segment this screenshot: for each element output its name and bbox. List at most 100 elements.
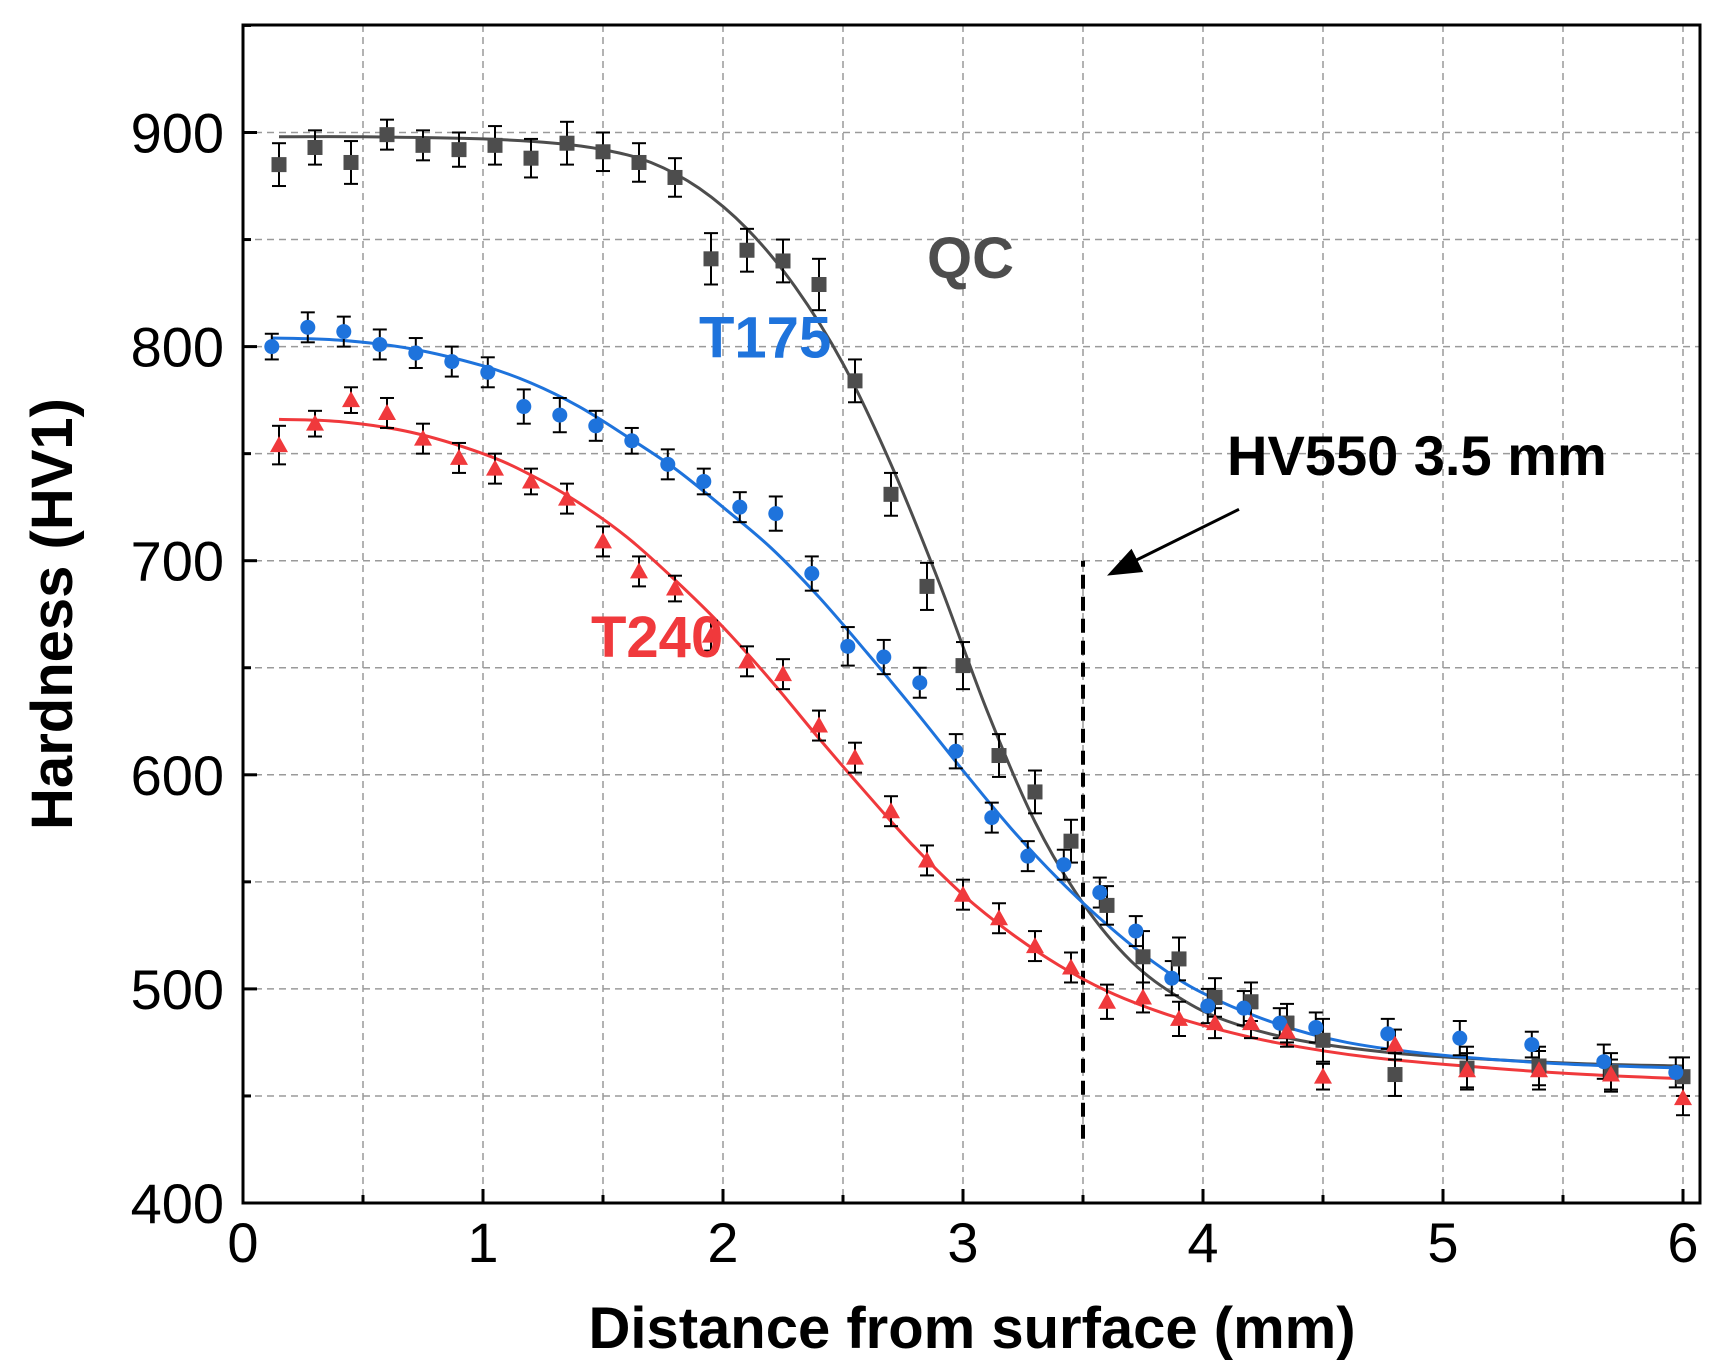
data-point-t240	[738, 652, 756, 669]
y-tick-label: 900	[131, 102, 224, 165]
data-point-t175	[948, 743, 964, 759]
data-point-t175	[1668, 1064, 1684, 1080]
data-point-t240	[306, 414, 324, 431]
fit-curve-qc	[278, 135, 1684, 1068]
data-point-qc	[379, 127, 395, 143]
data-point-t240	[1386, 1035, 1404, 1052]
data-point-t175	[768, 506, 784, 522]
data-point-t240	[486, 459, 504, 476]
data-point-t240	[1602, 1065, 1620, 1082]
data-point-qc	[595, 144, 611, 160]
data-point-t240	[1026, 937, 1044, 954]
data-point-t240	[1674, 1089, 1692, 1106]
x-tick-label: 4	[1187, 1211, 1218, 1274]
data-point-t240	[1134, 988, 1152, 1005]
data-point-t175	[444, 354, 460, 370]
data-point-t240	[270, 436, 288, 453]
data-point-t175	[1308, 1019, 1324, 1035]
data-point-t175	[480, 364, 496, 380]
y-tick-label: 400	[131, 1172, 224, 1235]
data-point-t175	[660, 456, 676, 472]
data-point-t240	[1314, 1067, 1332, 1084]
data-point-t240	[954, 885, 972, 902]
data-point-qc	[703, 251, 719, 267]
arrow-head	[1107, 548, 1144, 576]
data-point-t240	[774, 665, 792, 682]
data-point-t240	[846, 748, 864, 765]
data-point-qc	[1099, 897, 1115, 913]
x-tick-label: 3	[947, 1211, 978, 1274]
data-point-qc	[991, 748, 1007, 764]
data-point-t175	[876, 649, 892, 665]
x-axis-title: Distance from surface (mm)	[588, 1296, 1355, 1361]
y-axis-title: Hardness (HV1)	[20, 398, 85, 830]
data-point-qc	[631, 154, 647, 170]
data-point-t175	[984, 810, 1000, 826]
data-point-t175	[696, 473, 712, 489]
y-tick-label: 500	[131, 958, 224, 1021]
data-point-t240	[558, 489, 576, 506]
data-point-t175	[1092, 885, 1108, 901]
data-point-t175	[1272, 1015, 1288, 1031]
data-point-qc	[883, 486, 899, 502]
data-point-t175	[1236, 1000, 1252, 1016]
data-point-t175	[408, 345, 424, 361]
data-point-t240	[918, 851, 936, 868]
data-point-qc	[271, 157, 287, 173]
data-point-t240	[378, 403, 396, 420]
annotations: QC T175 T240 HV550 3.5 mm	[591, 226, 1607, 670]
x-tick-label: 1	[467, 1211, 498, 1274]
data-point-t240	[1062, 958, 1080, 975]
y-tick-label: 800	[131, 316, 224, 379]
data-point-t240	[414, 429, 432, 446]
data-point-t175	[336, 324, 352, 340]
data-point-qc	[1135, 949, 1151, 965]
arrow-shaft	[1124, 507, 1240, 568]
data-point-qc	[1315, 1032, 1331, 1048]
data-point-t175	[732, 499, 748, 515]
data-point-qc	[343, 154, 359, 170]
data-point-t175	[1200, 998, 1216, 1014]
data-point-t175	[1452, 1030, 1468, 1046]
axis-ticks	[241, 23, 1685, 1205]
x-tick-labels: 0 1 2 3 4 5 6	[227, 1211, 1698, 1274]
data-point-t175	[1380, 1026, 1396, 1042]
data-point-t240	[666, 579, 684, 596]
data-point-t240	[1170, 1009, 1188, 1026]
x-tick-label: 2	[707, 1211, 738, 1274]
data-point-qc	[487, 137, 503, 153]
data-point-t175	[516, 399, 532, 415]
data-point-t240	[450, 448, 468, 465]
data-point-t175	[1128, 923, 1144, 939]
data-point-qc	[523, 150, 539, 166]
y-tick-label: 700	[131, 530, 224, 593]
data-point-t240	[882, 802, 900, 819]
data-point-qc	[307, 139, 323, 155]
data-point-qc	[955, 658, 971, 674]
x-tick-label: 0	[227, 1211, 258, 1274]
series-label-t175: T175	[699, 305, 831, 370]
data-point-t175	[264, 339, 280, 355]
data-point-t175	[372, 336, 388, 352]
series-label-t240: T240	[591, 605, 723, 670]
data-point-t240	[522, 472, 540, 489]
annotation-hv550: HV550 3.5 mm	[1227, 424, 1607, 487]
data-point-qc	[1171, 951, 1187, 967]
data-point-t175	[552, 407, 568, 423]
data-point-t240	[342, 391, 360, 408]
data-point-qc	[415, 137, 431, 153]
data-point-t240	[630, 562, 648, 579]
data-point-t240	[1206, 1014, 1224, 1031]
plot-frame	[241, 23, 1702, 1205]
data-point-t240	[990, 909, 1008, 926]
data-point-t240	[1098, 992, 1116, 1009]
data-point-qc	[1387, 1067, 1403, 1083]
data-point-t175	[912, 675, 928, 691]
data-point-qc	[451, 142, 467, 158]
data-point-t175	[1524, 1037, 1540, 1053]
data-point-t240	[1530, 1061, 1548, 1078]
y-tick-label: 600	[131, 744, 224, 807]
data-point-t175	[1056, 857, 1072, 873]
y-tick-labels: 400 500 600 700 800 900	[131, 102, 224, 1236]
